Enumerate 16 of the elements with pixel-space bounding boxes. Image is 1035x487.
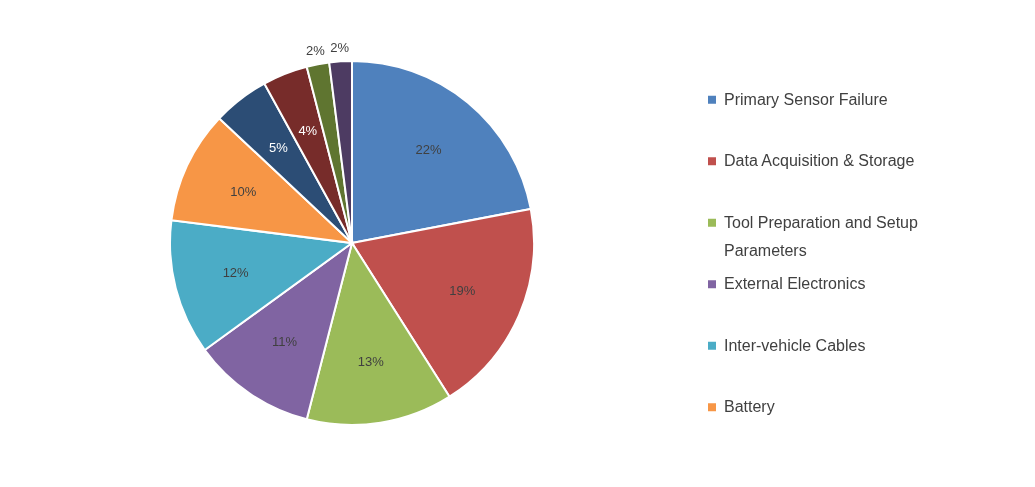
legend-label: Inter-vehicle Cables — [724, 336, 866, 354]
data-label: 11% — [271, 334, 298, 350]
data-label: 10% — [230, 183, 257, 199]
data-label: 19% — [449, 282, 476, 298]
data-label: 5% — [268, 140, 289, 156]
data-label: 4% — [298, 123, 318, 139]
legend-label: Battery — [724, 398, 775, 416]
data-label: 22% — [415, 142, 443, 158]
data-label: 2% — [306, 43, 326, 59]
data-label: 2% — [330, 40, 350, 56]
legend-label: External Electronics — [724, 275, 866, 293]
legend-label: Primary Sensor Failure — [724, 90, 888, 108]
legend-label: Data Acquisition & Storage — [724, 152, 915, 170]
data-label: 13% — [357, 353, 385, 369]
legend-label: Tool Preparation and Setup Parameters — [724, 213, 919, 259]
data-label: 12% — [222, 264, 250, 280]
